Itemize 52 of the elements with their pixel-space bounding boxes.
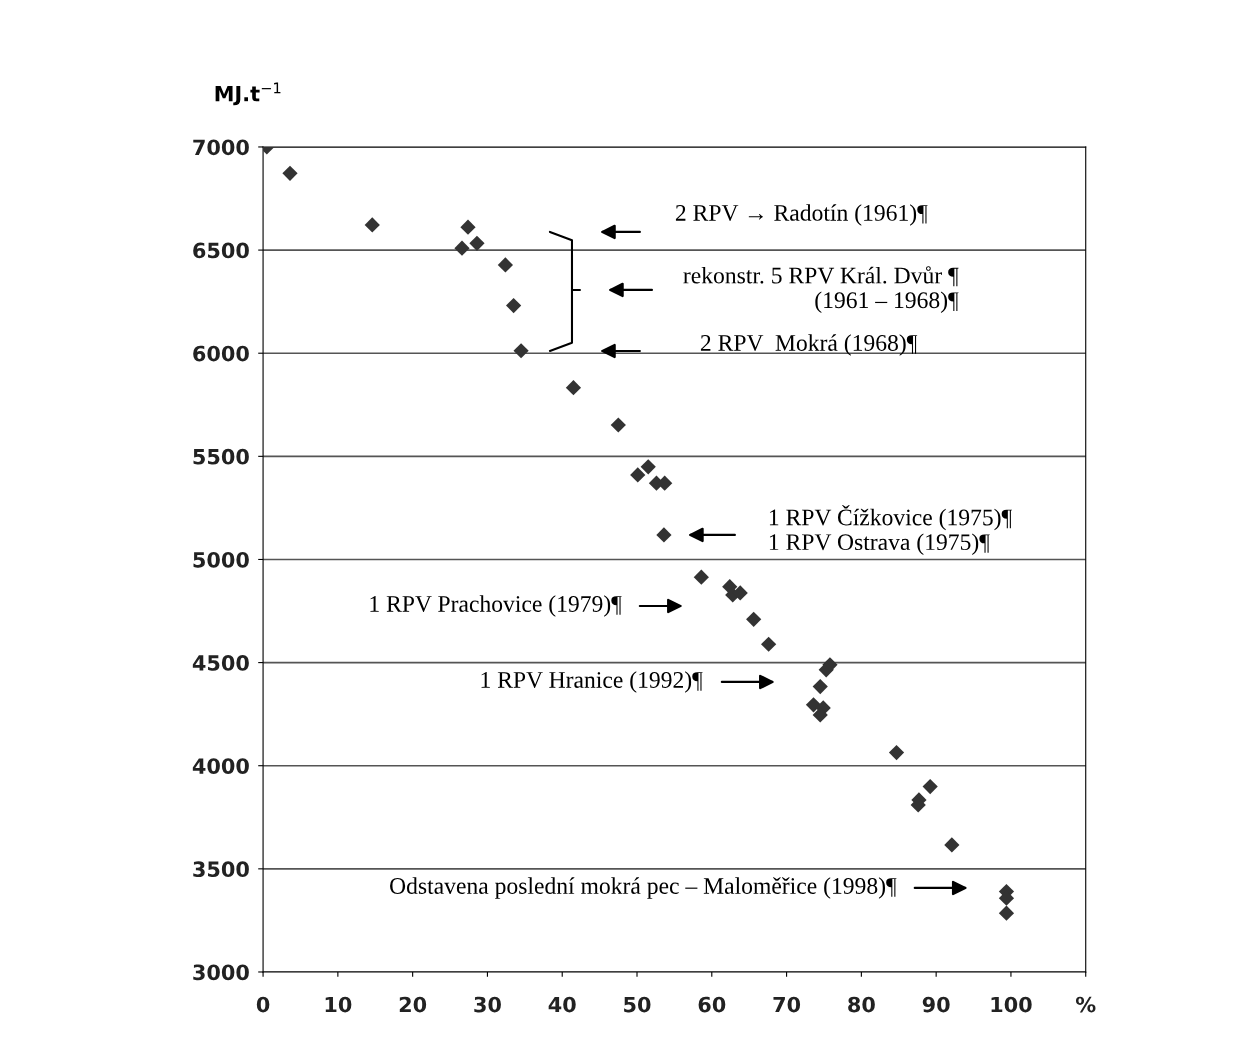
x-tick-label: 90 xyxy=(922,996,950,1013)
x-tick-label: 0 xyxy=(256,996,270,1013)
y-tick-label: 3000 xyxy=(193,964,249,981)
point xyxy=(565,380,582,396)
x-tick-label: 100 xyxy=(991,996,1032,1013)
point xyxy=(640,459,656,475)
point xyxy=(513,343,529,359)
y-tick-label: 4000 xyxy=(192,758,249,774)
point xyxy=(610,417,626,433)
x-tick-label: 70 xyxy=(773,996,801,1013)
point xyxy=(812,678,828,695)
point xyxy=(460,219,476,235)
point xyxy=(944,837,960,853)
annotation: rekonstr. 5 RPV Král. Dvůr ¶ (1961 – 1968)¶ xyxy=(683,266,959,313)
point xyxy=(469,235,485,251)
x-tick-label: 20 xyxy=(399,996,427,1013)
x-tick-label: 80 xyxy=(848,996,875,1013)
annotation: 1 RPV Prachovice (1979)¶ xyxy=(370,595,622,617)
point xyxy=(812,707,828,723)
y-tick-label: 5000 xyxy=(193,551,249,568)
annotation: 2 RPV Mokrá (1968)¶ xyxy=(700,334,918,356)
x-tick-label: 10 xyxy=(325,996,352,1013)
x-tick-label: 40 xyxy=(548,996,576,1013)
point xyxy=(888,744,905,761)
annotation: Odstavena poslední mokrá pec – Maloměřice (1998)¶ xyxy=(390,877,897,899)
point xyxy=(746,611,762,627)
x-tick-label: % xyxy=(1075,996,1096,1013)
point xyxy=(922,778,938,795)
point xyxy=(998,905,1015,921)
annotation: 1 RPV Hranice (1992)¶ xyxy=(481,671,703,693)
point xyxy=(630,467,646,483)
y-tick-label: 4500 xyxy=(192,655,249,671)
x-tick-label: 30 xyxy=(474,996,501,1013)
y-tick-label: 6000 xyxy=(193,345,249,362)
point xyxy=(506,297,522,314)
y-axis-title: MJ.t$^{−1}$ xyxy=(215,82,281,106)
y-tick-label: 3500 xyxy=(193,861,249,878)
x-tick-label: 60 xyxy=(698,996,726,1013)
point xyxy=(497,257,513,273)
point xyxy=(693,569,709,585)
point xyxy=(805,697,822,713)
point xyxy=(282,165,298,181)
y-tick-label: 5500 xyxy=(193,448,249,465)
point xyxy=(761,636,777,652)
point xyxy=(656,527,672,543)
y-tick-label: 6500 xyxy=(193,242,249,259)
point xyxy=(364,217,380,233)
point xyxy=(454,240,470,256)
annotation: 2 RPV → Radotín (1961)¶ xyxy=(675,204,928,226)
y-tick-label: 7000 xyxy=(193,139,249,156)
annotation: 1 RPV Čížkovice (1975)¶ 1 RPV Ostrava (1975)¶ xyxy=(769,504,1012,555)
x-tick-label: 50 xyxy=(624,996,651,1013)
